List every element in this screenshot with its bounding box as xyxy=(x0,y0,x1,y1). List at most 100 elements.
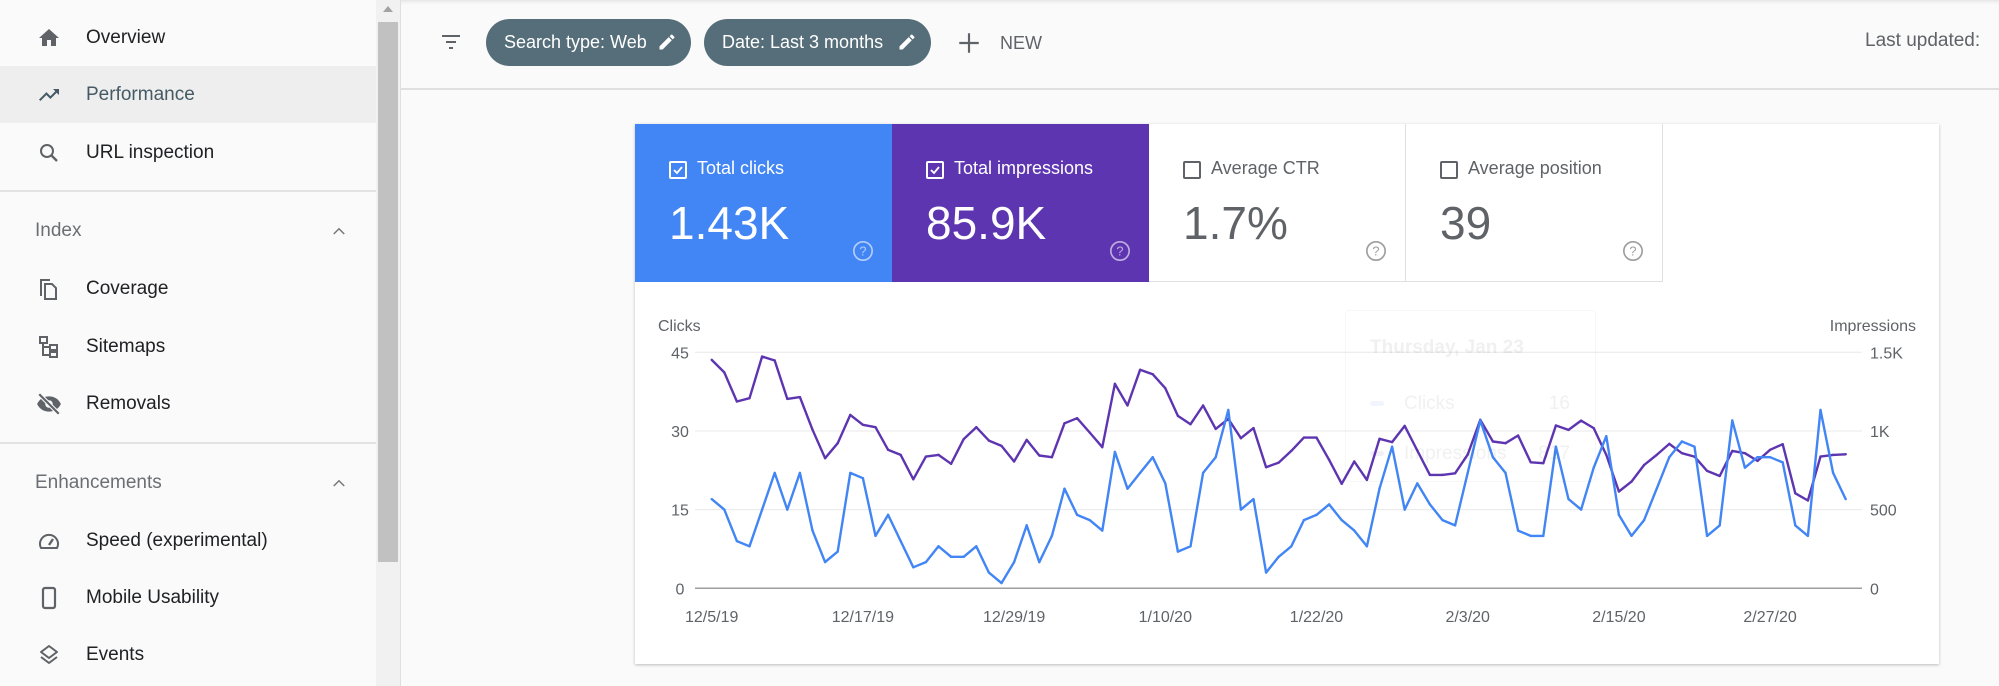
help-icon[interactable]: ? xyxy=(1365,240,1387,262)
data-point-impressions xyxy=(1655,453,1658,457)
help-icon[interactable]: ? xyxy=(1109,240,1131,262)
sidebar-item-performance[interactable]: Performance xyxy=(0,66,376,123)
sidebar-item-overview[interactable]: Overview xyxy=(0,9,376,66)
data-point-clicks xyxy=(1113,450,1117,454)
tooltip-series-name: Impressions xyxy=(1404,443,1507,464)
data-point-impressions xyxy=(1113,382,1117,385)
sidebar-item-speed[interactable]: Speed (experimental) xyxy=(0,512,376,569)
data-point-impressions xyxy=(786,397,789,401)
section-enhancements-toggle[interactable]: Enhancements xyxy=(0,463,376,503)
sidebar-item-events[interactable]: Events xyxy=(0,626,376,683)
sidebar-item-label: Events xyxy=(86,643,145,665)
divider xyxy=(0,190,376,192)
data-point-clicks xyxy=(1718,524,1721,527)
data-point-impressions xyxy=(1491,440,1495,443)
help-icon[interactable]: ? xyxy=(1622,240,1644,262)
data-point-impressions xyxy=(1567,428,1570,432)
y-tick-label: 0 xyxy=(676,581,685,598)
checkbox-checked-icon[interactable] xyxy=(669,161,687,179)
data-point-clicks xyxy=(1743,466,1747,469)
sidebar-item-url-inspection[interactable]: URL inspection xyxy=(0,124,376,181)
scrollbar-thumb[interactable] xyxy=(378,22,398,562)
metric-tile-average-ctr[interactable]: Average CTR 1.7% ? xyxy=(1149,124,1406,282)
data-point-impressions xyxy=(1403,424,1406,428)
data-point-clicks xyxy=(1466,471,1469,475)
x-tick-label: 12/17/19 xyxy=(832,609,894,626)
sidebar-item-mobile-usability[interactable]: Mobile Usability xyxy=(0,569,376,626)
sidebar-item-sitemaps[interactable]: Sitemaps xyxy=(0,318,376,375)
search-type-chip[interactable]: Search type: Web xyxy=(486,19,691,66)
data-point-impressions xyxy=(1768,448,1772,452)
last-updated-text: Last updated: xyxy=(1865,30,1981,51)
data-point-clicks xyxy=(1617,513,1621,517)
copy-pages-icon xyxy=(36,276,62,302)
data-point-impressions xyxy=(1302,436,1306,439)
data-point-clicks xyxy=(912,566,915,569)
legend-swatch xyxy=(1370,401,1384,406)
sidebar-item-removals[interactable]: Removals xyxy=(0,375,376,432)
data-point-impressions xyxy=(1353,460,1356,463)
metric-tile-total-clicks[interactable]: Total clicks 1.43K ? xyxy=(635,124,892,282)
scroll-up-arrow-icon[interactable] xyxy=(383,6,393,12)
tooltip-series-value: 817 xyxy=(1538,443,1570,464)
data-point-clicks xyxy=(1579,508,1583,511)
metric-label: Total impressions xyxy=(954,158,1094,178)
data-point-impressions xyxy=(710,358,713,362)
data-point-impressions xyxy=(861,423,865,427)
checkbox-unchecked-icon[interactable] xyxy=(1183,161,1201,179)
data-point-impressions xyxy=(798,395,802,399)
data-point-impressions xyxy=(1075,417,1079,420)
chevron-up-icon xyxy=(333,227,345,235)
data-point-clicks xyxy=(1164,482,1167,485)
data-point-impressions xyxy=(975,425,978,429)
checkbox-checked-icon[interactable] xyxy=(926,161,944,179)
date-chip[interactable]: Date: Last 3 months xyxy=(704,19,931,66)
data-point-impressions xyxy=(886,448,890,452)
sidebar-item-coverage[interactable]: Coverage xyxy=(0,260,376,317)
filter-icon[interactable] xyxy=(438,30,464,54)
y2-tick-label: 0 xyxy=(1870,581,1879,598)
phone-icon xyxy=(36,585,62,611)
data-point-clicks xyxy=(1680,440,1684,443)
y-tick-label: 15 xyxy=(671,503,689,520)
data-point-clicks xyxy=(1012,560,1016,564)
data-point-clicks xyxy=(975,545,978,548)
new-filter-button[interactable]: NEW xyxy=(956,24,1042,62)
data-point-clicks xyxy=(1668,455,1671,459)
data-point-clicks xyxy=(710,497,713,501)
data-point-impressions xyxy=(1680,451,1684,455)
performance-chart[interactable]: 0 0 15 500 30 1K 45 1.5K 12/5/19 12/17/19 12/29/19… xyxy=(635,124,1939,664)
data-point-impressions xyxy=(1743,451,1747,455)
x-tick-label: 2/27/20 xyxy=(1743,609,1796,626)
metric-value: 1.43K xyxy=(669,197,790,249)
data-point-clicks xyxy=(886,513,890,517)
data-point-impressions xyxy=(1466,453,1469,456)
section-index-toggle[interactable]: Index xyxy=(0,211,376,251)
search-icon xyxy=(36,140,62,166)
home-icon xyxy=(36,25,62,51)
data-point-impressions xyxy=(937,453,940,457)
data-point-clicks xyxy=(1252,497,1255,501)
data-point-impressions xyxy=(899,453,902,457)
tooltip-date: Thursday, Jan 23 xyxy=(1370,337,1524,358)
data-point-impressions xyxy=(1327,458,1331,461)
data-point-impressions xyxy=(1176,414,1180,418)
data-point-impressions xyxy=(1441,473,1444,477)
metric-tile-average-position[interactable]: Average position 39 ? xyxy=(1406,124,1663,282)
x-tick-label: 12/29/19 xyxy=(983,609,1045,626)
data-point-clicks xyxy=(1542,534,1545,538)
y-tick-label: 45 xyxy=(671,345,689,362)
metric-tile-total-impressions[interactable]: Total impressions 85.9K ? xyxy=(892,124,1149,282)
data-point-impressions xyxy=(1315,436,1318,439)
sidebar-item-label: Coverage xyxy=(86,277,169,299)
svg-text:?: ? xyxy=(1116,244,1123,259)
help-icon[interactable]: ? xyxy=(852,240,874,262)
divider xyxy=(400,0,401,686)
checkbox-unchecked-icon[interactable] xyxy=(1440,161,1458,179)
y2-tick-label: 1K xyxy=(1870,424,1890,441)
data-point-impressions xyxy=(1592,426,1595,430)
data-point-impressions xyxy=(1831,453,1835,457)
sidebar-scrollbar[interactable] xyxy=(376,0,400,686)
data-point-clicks xyxy=(836,550,839,553)
data-point-impressions xyxy=(1731,449,1734,453)
